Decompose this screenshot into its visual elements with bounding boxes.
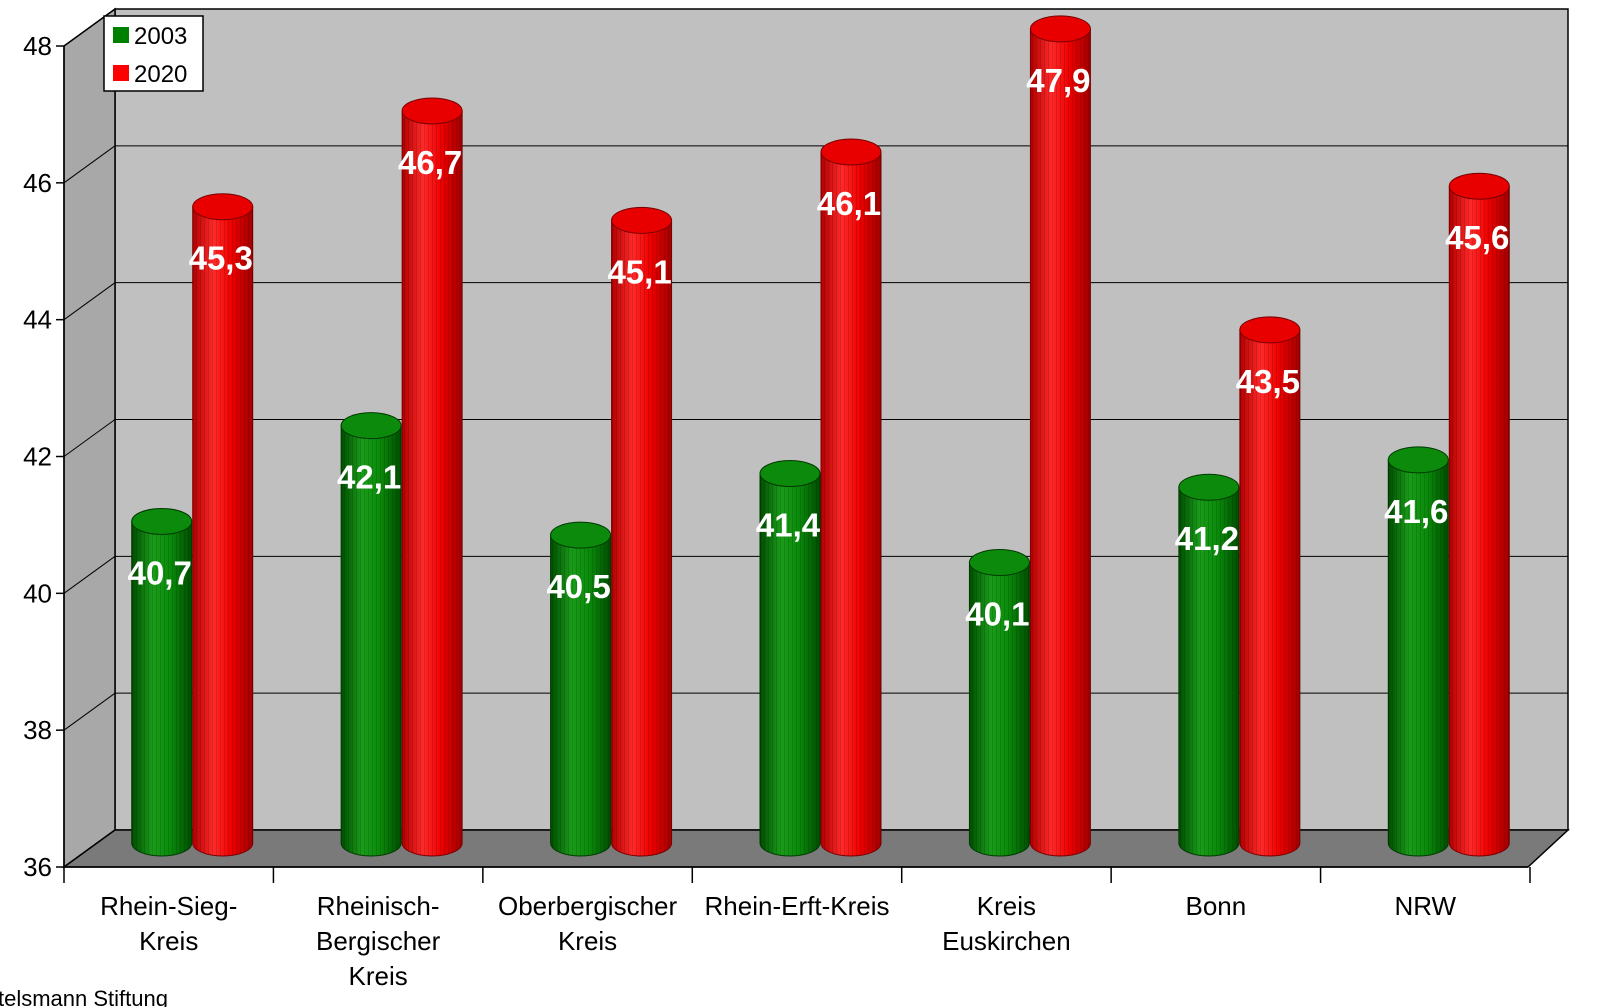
data-label: 45,1 (607, 253, 671, 290)
x-category-label: NRW (1394, 891, 1456, 921)
bar-top (192, 193, 254, 221)
bar-texture (969, 562, 1030, 856)
data-label: 46,7 (398, 144, 462, 181)
bar-2003 (131, 507, 193, 857)
data-label: 40,7 (128, 554, 192, 591)
bar-texture (611, 220, 672, 857)
bar-top (550, 521, 612, 549)
data-label: 41,6 (1384, 493, 1448, 530)
x-category-label: Rheinisch-Bergischer Kreis (316, 891, 441, 991)
data-labels: 40,7 42,1 40,5 41,4 40,1 41,2 41,6 45,3 46,7 45,1… (128, 62, 1510, 633)
y-tick-label: 36 (23, 852, 52, 882)
bar-2003 (340, 412, 402, 857)
bar-top (1448, 172, 1510, 200)
bar-texture (192, 206, 253, 857)
gridline-side (63, 8, 116, 47)
bar-2020 (611, 206, 673, 857)
bar-texture (821, 151, 881, 856)
bar-2020 (192, 193, 254, 857)
bar-texture (1449, 186, 1510, 856)
bar-2003 (1178, 473, 1240, 857)
bar-2020 (1029, 15, 1091, 857)
data-label: 47,9 (1026, 62, 1090, 99)
data-label: 45,6 (1445, 219, 1509, 256)
data-label: 42,1 (337, 459, 401, 496)
data-label: 40,5 (546, 568, 610, 605)
bar-2020 (1239, 316, 1301, 857)
source-text: telsmann Stiftung (0, 986, 168, 1007)
bar-top (759, 460, 821, 488)
bar-2020 (1448, 172, 1510, 857)
bar-top (1029, 15, 1091, 43)
data-label: 41,2 (1175, 520, 1239, 557)
bar-texture (550, 535, 611, 856)
bar-texture (760, 473, 820, 856)
x-category-label: Kreis Euskirchen (942, 891, 1071, 956)
bar-2003 (968, 548, 1030, 857)
bar-texture (341, 425, 402, 856)
bar-top (820, 138, 882, 166)
bar-top (611, 206, 673, 234)
data-label: 46,1 (817, 185, 881, 222)
legend-label-2020: 2020 (134, 61, 187, 88)
legend-swatch-2020 (113, 65, 129, 81)
bar-top (968, 548, 1030, 576)
bar-texture (1030, 28, 1091, 856)
legend: 2003 2020 (103, 15, 204, 92)
data-label: 40,1 (965, 595, 1029, 632)
bar-top (401, 97, 463, 125)
bar-2003 (550, 521, 612, 857)
bar-2003 (759, 460, 821, 857)
gridline-side (63, 282, 116, 321)
bars (131, 15, 1510, 857)
y-tick-label: 38 (23, 715, 52, 745)
bar-2020 (820, 138, 882, 857)
x-category-label: Rhein-Erft-Kreis (705, 891, 890, 921)
data-label: 43,5 (1236, 363, 1300, 400)
gridline-side (63, 419, 116, 457)
bar-texture (402, 110, 463, 857)
gridline-side (63, 555, 116, 594)
x-category-label: Oberbergischer Kreis (498, 891, 678, 956)
bar-texture (1388, 459, 1449, 856)
gridline-side (63, 692, 116, 731)
y-tick-label: 44 (23, 305, 52, 335)
bar-top (340, 412, 402, 440)
gridline-side (63, 145, 116, 184)
legend-label-2003: 2003 (134, 23, 187, 50)
bar-texture (1178, 487, 1239, 856)
axes: 36 38 40 42 44 46 48 Rhein-Sieg-Kreis Rheinisch-… (23, 31, 1531, 991)
legend-swatch-2003 (113, 27, 129, 43)
data-label: 41,4 (756, 507, 821, 544)
y-tick-label: 48 (23, 31, 52, 61)
bar-top (131, 507, 193, 535)
bar-2020 (401, 97, 463, 857)
y-tick-label: 40 (23, 578, 52, 608)
y-tick-label: 42 (23, 442, 52, 472)
x-category-label: Rhein-Sieg-Kreis (100, 891, 237, 956)
y-tick-label: 46 (23, 168, 52, 198)
bar-top (1178, 473, 1240, 501)
bar-texture (1239, 329, 1300, 856)
bar-2003 (1387, 446, 1449, 857)
x-category-label: Bonn (1185, 891, 1246, 921)
data-label: 45,3 (189, 240, 253, 277)
bar-top (1239, 316, 1301, 344)
bar-top (1387, 446, 1449, 474)
bar-texture (131, 521, 192, 856)
